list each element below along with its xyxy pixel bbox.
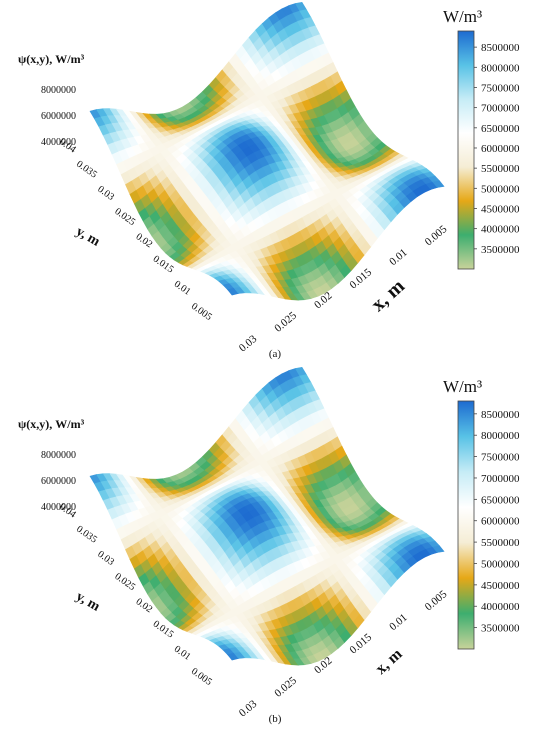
surface-plot-a: ψ(x,y), W/m³ 8000000 6000000 4000000 0.04 0.0… [0, 0, 550, 364]
surface-facet [432, 545, 445, 553]
y-tick-label: 0.035 [74, 524, 99, 546]
colorbar-tick-label: 4500000 [481, 203, 520, 215]
x-axis-title: x, m [372, 645, 406, 678]
colorbar-tick-label: 7000000 [481, 103, 520, 115]
y-tick-label: 0.005 [189, 301, 214, 323]
x-tick-label: 0.005 [423, 588, 450, 613]
colorbar-tick-label: 5000000 [481, 183, 520, 195]
colorbar-tick-label: 3500000 [481, 244, 520, 256]
colorbar-tick-label: 5000000 [481, 558, 520, 570]
panel-caption: (b) [269, 713, 282, 725]
y-tick-label: 0.01 [172, 279, 193, 298]
y-axis-title: y, m [73, 589, 102, 615]
x-tick-label: 0.03 [237, 698, 260, 720]
colorbar-tick-label: 8000000 [481, 62, 520, 74]
colorbar [457, 30, 475, 270]
colorbar-tick-label: 7500000 [481, 452, 520, 464]
colorbar-tick-label: 8500000 [481, 409, 520, 421]
surface-facet [432, 180, 445, 188]
y-tick-label: 0.03 [95, 184, 116, 203]
colorbar-tick-label: 6000000 [481, 143, 520, 155]
y-tick-label: 0.025 [112, 571, 137, 593]
colorbar-unit-label: W/m³ [443, 377, 482, 396]
z-tick-label: 8000000 [41, 450, 76, 461]
colorbar-tick-label: 7500000 [481, 82, 520, 94]
y-tick-label: 0.03 [95, 549, 116, 568]
colorbar-tick-label: 5500000 [481, 537, 520, 549]
x-axis-title: x, m [367, 275, 409, 316]
colorbar-tick-label: 7000000 [481, 473, 520, 485]
colorbar-tick-label: 6500000 [481, 123, 520, 135]
surface-plot-svg-b: ψ(x,y), W/m³8000000600000040000000.040.0… [18, 366, 520, 725]
x-tick-label: 0.025 [272, 309, 299, 334]
colorbar-tick-label: 3500000 [481, 623, 520, 635]
colorbar-unit-label: W/m³ [443, 7, 482, 26]
colorbar-tick-label: 4000000 [481, 601, 520, 613]
surface [89, 366, 445, 666]
z-tick-label: 4000000 [41, 502, 76, 513]
surface [89, 1, 445, 301]
colorbar-tick-label: 6000000 [481, 516, 520, 528]
x-tick-label: 0.01 [387, 247, 409, 269]
x-tick-label: 0.025 [272, 674, 299, 699]
panel-caption: (a) [269, 348, 282, 360]
colorbar [457, 400, 475, 650]
colorbar-tick-label: 8000000 [481, 430, 520, 442]
y-tick-label: 0.01 [172, 644, 193, 663]
z-axis-title: ψ(x,y), W/m³ [18, 52, 85, 66]
surface-plot-b: ψ(x,y), W/m³ 8000000 6000000 4000000 0.04 0.0… [0, 365, 550, 729]
colorbar-tick-label: 5500000 [481, 163, 520, 175]
x-tick-label: 0.01 [387, 612, 409, 634]
z-tick-label: 6000000 [41, 476, 76, 487]
x-tick-label: 0.005 [423, 223, 450, 248]
z-tick-label: 6000000 [41, 111, 76, 122]
y-tick-label: 0.005 [189, 666, 214, 688]
y-tick-label: 0.025 [112, 206, 137, 228]
colorbar-tick-label: 4500000 [481, 580, 520, 592]
z-tick-label: 4000000 [41, 137, 76, 148]
y-axis-title: y, m [73, 224, 102, 250]
colorbar-tick-label: 8500000 [481, 42, 520, 54]
surface-plot-svg-a: ψ(x,y), W/m³8000000600000040000000.040.0… [18, 1, 520, 360]
z-axis-title: ψ(x,y), W/m³ [18, 417, 85, 431]
colorbar-tick-label: 4000000 [481, 224, 520, 236]
z-tick-label: 8000000 [41, 85, 76, 96]
y-tick-label: 0.035 [74, 159, 99, 181]
colorbar-tick-label: 6500000 [481, 494, 520, 506]
x-tick-label: 0.03 [237, 333, 260, 355]
